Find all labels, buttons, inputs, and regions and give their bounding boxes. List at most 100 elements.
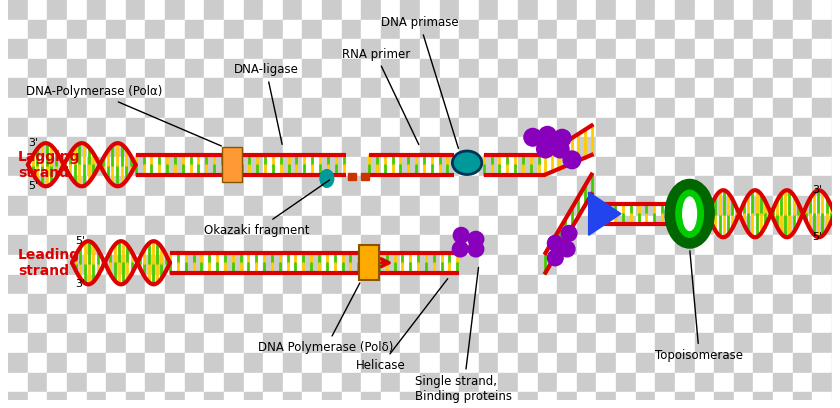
Bar xyxy=(204,177,224,196)
Bar xyxy=(479,235,498,255)
Bar xyxy=(106,137,126,157)
Bar xyxy=(302,196,322,216)
Bar xyxy=(753,196,773,216)
Bar xyxy=(342,373,361,392)
Bar xyxy=(165,59,185,78)
Bar xyxy=(793,39,812,59)
Bar xyxy=(67,275,87,294)
Bar xyxy=(8,157,28,177)
Bar xyxy=(126,98,145,118)
Bar xyxy=(459,255,479,275)
Bar xyxy=(714,39,734,59)
Bar xyxy=(832,294,840,314)
Bar xyxy=(734,78,753,98)
Bar xyxy=(185,275,204,294)
Bar xyxy=(577,255,596,275)
Bar xyxy=(695,118,714,137)
Bar xyxy=(655,235,675,255)
Bar xyxy=(793,275,812,294)
Bar xyxy=(322,255,342,275)
Bar xyxy=(596,392,616,408)
Ellipse shape xyxy=(665,180,714,248)
Bar xyxy=(636,392,655,408)
Bar xyxy=(302,275,322,294)
Bar xyxy=(675,196,695,216)
Bar xyxy=(302,118,322,137)
Bar xyxy=(401,196,420,216)
Bar xyxy=(322,118,342,137)
Bar xyxy=(734,39,753,59)
Bar xyxy=(283,177,302,196)
Bar xyxy=(420,59,439,78)
Bar xyxy=(185,216,204,235)
Bar xyxy=(479,314,498,333)
Bar xyxy=(753,314,773,333)
Bar xyxy=(479,255,498,275)
Bar xyxy=(8,0,28,20)
Bar xyxy=(224,78,244,98)
Bar xyxy=(302,255,322,275)
Bar xyxy=(753,0,773,20)
Circle shape xyxy=(559,241,575,257)
Bar xyxy=(734,177,753,196)
Bar xyxy=(204,59,224,78)
Bar xyxy=(695,59,714,78)
Bar xyxy=(244,157,263,177)
Bar xyxy=(322,235,342,255)
Bar xyxy=(204,98,224,118)
Bar xyxy=(714,333,734,353)
Bar xyxy=(8,333,28,353)
Bar xyxy=(439,20,459,39)
Bar xyxy=(165,196,185,216)
Bar xyxy=(832,353,840,373)
Bar xyxy=(753,39,773,59)
Bar xyxy=(381,314,401,333)
Bar xyxy=(67,216,87,235)
Bar xyxy=(244,294,263,314)
Bar xyxy=(557,275,577,294)
Bar xyxy=(636,353,655,373)
Bar xyxy=(67,235,87,255)
Bar xyxy=(302,353,322,373)
Bar xyxy=(47,294,67,314)
Bar xyxy=(557,373,577,392)
Bar xyxy=(28,78,47,98)
Bar xyxy=(302,78,322,98)
Bar xyxy=(342,255,361,275)
Bar xyxy=(47,275,67,294)
Bar xyxy=(145,157,165,177)
Bar xyxy=(734,333,753,353)
Bar xyxy=(636,235,655,255)
Bar xyxy=(518,177,538,196)
Bar xyxy=(263,98,283,118)
Bar xyxy=(498,157,518,177)
Bar xyxy=(283,196,302,216)
Bar xyxy=(616,0,636,20)
Bar xyxy=(87,294,106,314)
Bar xyxy=(8,177,28,196)
Bar xyxy=(812,98,832,118)
Bar xyxy=(47,39,67,59)
Bar xyxy=(459,333,479,353)
Bar xyxy=(753,78,773,98)
Bar xyxy=(695,39,714,59)
Bar xyxy=(793,98,812,118)
Bar xyxy=(459,118,479,137)
Bar xyxy=(381,216,401,235)
Bar xyxy=(361,59,381,78)
Bar xyxy=(695,333,714,353)
Bar xyxy=(420,118,439,137)
Bar xyxy=(126,59,145,78)
Bar xyxy=(479,177,498,196)
Bar xyxy=(322,275,342,294)
Bar xyxy=(244,98,263,118)
Bar xyxy=(126,294,145,314)
Bar xyxy=(145,20,165,39)
Bar xyxy=(204,373,224,392)
Bar xyxy=(106,78,126,98)
Bar xyxy=(753,118,773,137)
Bar xyxy=(655,137,675,157)
Bar xyxy=(518,39,538,59)
Bar xyxy=(401,157,420,177)
Bar xyxy=(361,373,381,392)
